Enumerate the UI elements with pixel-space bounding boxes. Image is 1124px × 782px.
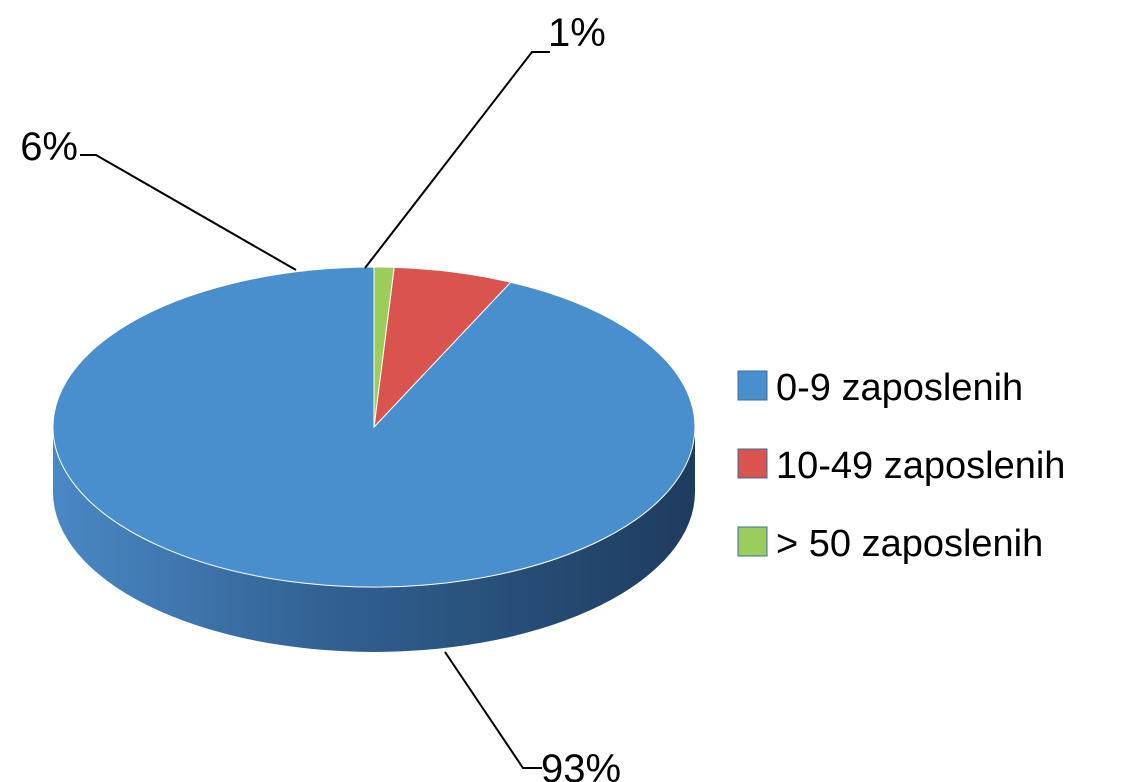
legend-swatch: [737, 448, 768, 479]
slice-10-49-zaposlenih: [373, 266, 512, 429]
data-labels: 93% 6% 1%: [20, 11, 621, 782]
legend-item-50-zaposlenih: > 50 zaposlenih: [737, 523, 1043, 565]
legend-item-10-49-zaposlenih: 10-49 zaposlenih: [737, 445, 1065, 487]
legend: 0-9 zaposlenih 10-49 zaposlenih > 50 zapos…: [737, 367, 1065, 565]
legend-item-0-9-zaposlenih: 0-9 zaposlenih: [737, 367, 1023, 409]
pie-side-wall: [53, 427, 695, 652]
slice-side-0-9-zaposlenih: [53, 427, 695, 652]
legend-label: > 50 zaposlenih: [776, 523, 1043, 565]
legend-swatch: [737, 370, 768, 401]
slice-50-zaposlenih: [373, 266, 395, 428]
leader-line-0-9-zaposlenih: [444, 651, 542, 769]
data-label-50-zaposlenih: 1%: [548, 11, 606, 55]
legend-swatch: [737, 526, 768, 557]
leader-lines: [80, 51, 550, 769]
data-label-0-9-zaposlenih: 93%: [541, 747, 621, 782]
legend-label: 0-9 zaposlenih: [776, 367, 1023, 409]
pie-top: [52, 266, 696, 588]
leader-line-50-zaposlenih: [364, 51, 550, 269]
data-label-10-49-zaposlenih: 6%: [20, 125, 78, 169]
legend-label: 10-49 zaposlenih: [776, 445, 1065, 487]
leader-line-10-49-zaposlenih: [80, 154, 297, 271]
